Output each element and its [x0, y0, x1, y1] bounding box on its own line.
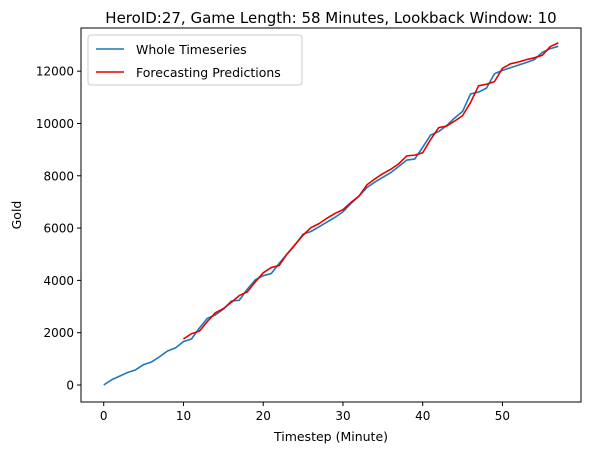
x-tick-label: 50 [495, 409, 510, 423]
y-tick-label: 0 [66, 379, 74, 393]
y-axis-ticks: 0 2000 4000 6000 8000 10000 12000 [36, 65, 81, 393]
x-axis-ticks: 0 10 20 30 40 50 [100, 402, 510, 423]
y-axis-label: Gold [9, 201, 24, 230]
x-tick-label: 0 [100, 409, 108, 423]
y-tick-label: 6000 [43, 222, 74, 236]
y-tick-label: 4000 [43, 274, 74, 288]
legend: Whole Timeseries Forecasting Predictions [87, 34, 303, 86]
x-tick-label: 20 [256, 409, 271, 423]
plot-area [80, 27, 582, 403]
x-tick-label: 10 [176, 409, 191, 423]
axes-frame [80, 27, 582, 403]
legend-box [87, 34, 303, 86]
series-line-whole-timeseries [103, 45, 559, 386]
x-tick-label: 30 [335, 409, 350, 423]
y-tick-label: 12000 [36, 65, 74, 79]
legend-label-forecasting-predictions: Forecasting Predictions [136, 65, 281, 80]
legend-label-whole-timeseries: Whole Timeseries [136, 42, 247, 57]
x-tick-label: 40 [415, 409, 430, 423]
y-tick-label: 10000 [36, 117, 74, 131]
chart-title: HeroID:27, Game Length: 58 Minutes, Look… [105, 9, 556, 27]
y-tick-label: 8000 [43, 169, 74, 183]
series-layer [103, 42, 559, 386]
y-tick-label: 2000 [43, 326, 74, 340]
series-line-forecasting-predictions [183, 42, 559, 340]
x-axis-label: Timestep (Minute) [273, 429, 388, 444]
